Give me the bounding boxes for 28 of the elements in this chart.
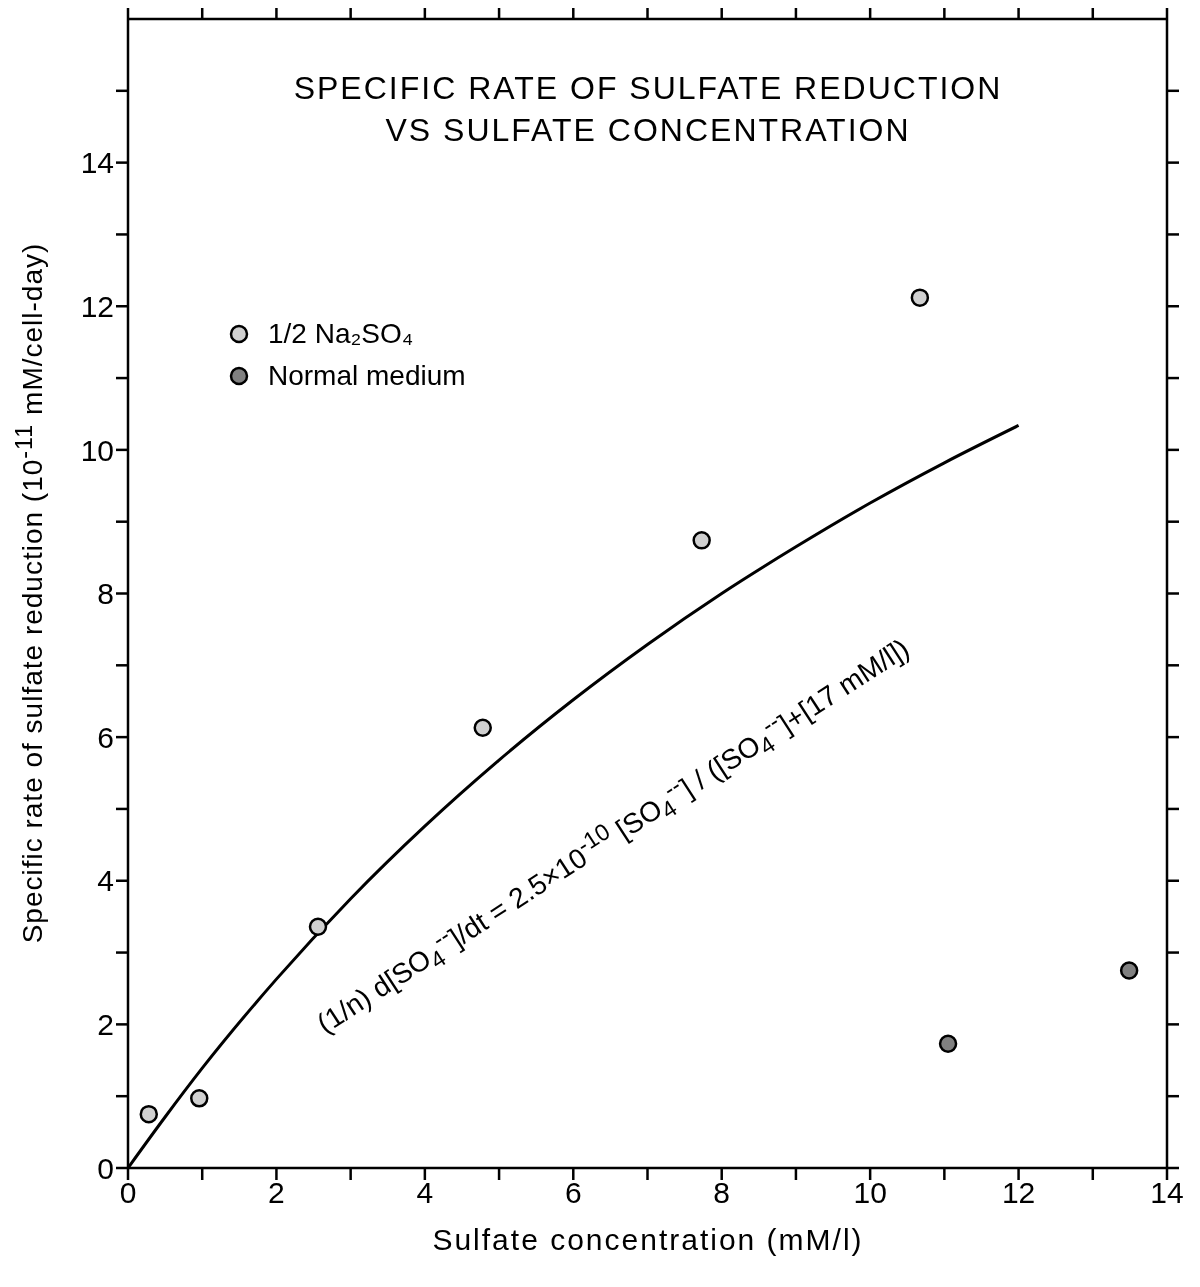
point: [910, 288, 930, 307]
point: [473, 718, 492, 738]
x-tick-label: 4: [416, 1176, 434, 1210]
point: [190, 1089, 209, 1108]
legend-label: Normal medium: [268, 360, 466, 392]
point: [139, 1104, 159, 1124]
y-tick-label: 0: [97, 1151, 114, 1185]
x-tick-label: 12: [1001, 1176, 1036, 1210]
x-tick-label: 2: [268, 1176, 285, 1210]
x-axis-title: Sulfate concentration (mM/l): [431, 1223, 865, 1257]
y-tick-label: 4: [97, 864, 114, 898]
x-tick-label: 6: [564, 1176, 582, 1210]
legend-label: 1/2 Na₂SO₄: [268, 318, 414, 350]
point: [938, 1034, 958, 1054]
y-tick-label: 8: [97, 577, 114, 611]
point: [692, 531, 711, 550]
text: SPECIFIC RATE OF SULFATE REDUCTION VS SULFATE CONCENTRATION: [292, 69, 1004, 150]
x-tick-label: 8: [713, 1176, 731, 1210]
y-tick-label: 6: [97, 720, 114, 754]
y-tick-label: 14: [80, 146, 114, 180]
point: [1119, 961, 1139, 980]
point: [308, 917, 328, 936]
y-tick-label: 2: [97, 1008, 114, 1042]
x-tick-label: 0: [119, 1176, 137, 1210]
y-tick-label: 10: [80, 433, 114, 467]
x-tick-label: 10: [853, 1176, 887, 1210]
x-tick-label: 14: [1150, 1176, 1184, 1210]
y-tick-label: 12: [80, 289, 114, 323]
